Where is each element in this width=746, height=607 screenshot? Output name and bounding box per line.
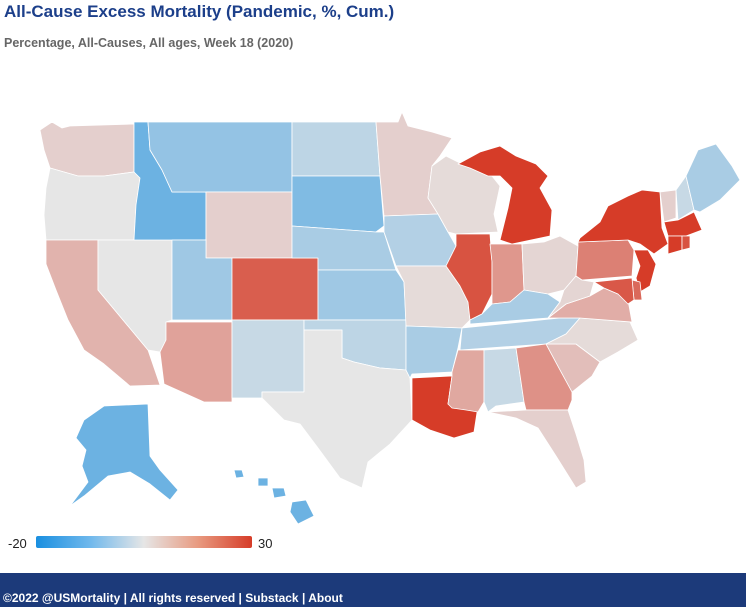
footer-separator: | (235, 591, 246, 605)
footer-text: ©2022 @USMortality | All rights reserved… (3, 591, 343, 605)
legend-max-label: 30 (258, 536, 273, 551)
state-nd[interactable] (291, 121, 381, 177)
substack-link[interactable]: Substack (245, 591, 299, 605)
state-ak[interactable] (69, 403, 179, 507)
state-tx[interactable] (261, 329, 413, 489)
state-ky[interactable] (469, 289, 561, 325)
state-hi[interactable] (233, 469, 315, 525)
footer-rights: All rights reserved (129, 591, 236, 605)
state-vt[interactable] (659, 189, 677, 223)
state-or[interactable] (43, 167, 141, 241)
map-title: All-Cause Excess Mortality (Pandemic, %,… (4, 2, 395, 21)
state-hi-maui[interactable] (271, 487, 287, 499)
state-wa[interactable] (39, 121, 135, 177)
state-hi-big-island[interactable] (289, 499, 315, 525)
state-az[interactable] (159, 321, 233, 403)
legend-min-label: -20 (8, 536, 27, 551)
state-pa[interactable] (575, 239, 635, 281)
state-sd[interactable] (291, 175, 385, 233)
footer-separator: | (120, 591, 130, 605)
state-ri[interactable] (681, 235, 691, 251)
state-me[interactable] (685, 143, 741, 213)
state-hi-kauai[interactable] (233, 469, 245, 479)
state-md[interactable] (593, 277, 635, 305)
state-wy[interactable] (205, 191, 293, 259)
state-hi-oahu[interactable] (257, 477, 269, 487)
state-ks[interactable] (317, 269, 407, 321)
legend-color-scale (36, 536, 252, 548)
footer-bar: ©2022 @USMortality | All rights reserved… (0, 573, 746, 607)
about-link[interactable]: About (308, 591, 343, 605)
map-subtitle: Percentage, All-Causes, All ages, Week 1… (4, 36, 294, 50)
state-mt[interactable] (147, 121, 293, 193)
state-nm[interactable] (231, 319, 305, 399)
state-co[interactable] (231, 257, 319, 321)
footer-copyright: ©2022 @USMortality (3, 591, 121, 605)
state-fl[interactable] (487, 409, 587, 489)
state-ny[interactable] (577, 189, 669, 255)
state-ct[interactable] (667, 235, 683, 255)
footer-separator: | (298, 591, 309, 605)
state-mi[interactable] (457, 145, 553, 245)
